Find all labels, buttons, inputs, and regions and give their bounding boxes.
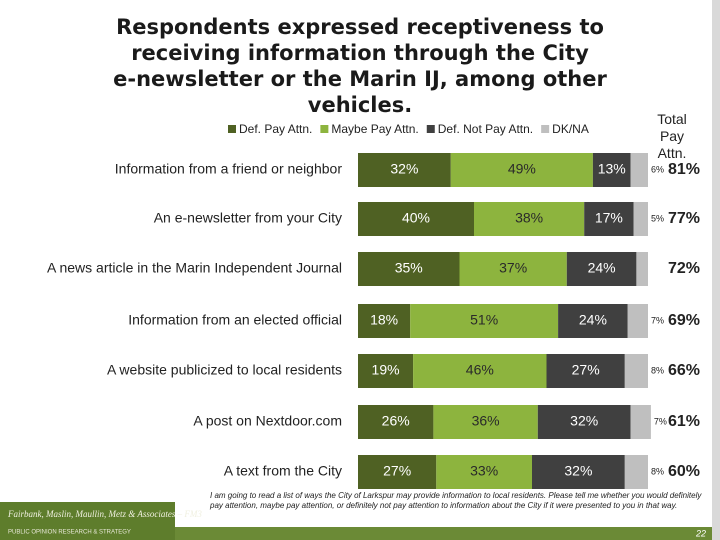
bar-segment	[358, 405, 434, 439]
text-line: I am going to read a list of ways the Ci…	[210, 491, 702, 500]
data-label: 32%	[564, 463, 592, 479]
total-label: 61%	[668, 413, 700, 430]
data-label: 27%	[383, 463, 411, 479]
bar-segment	[633, 202, 648, 236]
bar-segment	[630, 153, 648, 187]
chart-title: Respondents expressed receptiveness to re…	[113, 15, 607, 117]
bar-segment	[546, 354, 625, 388]
text-line: Total	[657, 111, 687, 127]
data-label: 24%	[579, 312, 607, 328]
data-label: 32%	[570, 413, 598, 429]
data-label: 18%	[370, 312, 398, 328]
legend-label: Def. Not Pay Attn.	[438, 122, 533, 136]
data-label: 7%	[654, 416, 667, 426]
data-label: 8%	[651, 466, 664, 476]
data-label: 37%	[499, 260, 527, 276]
bar-segment	[558, 304, 628, 338]
text-line: pay attention, maybe pay attention, or d…	[209, 501, 677, 510]
legend-swatch	[228, 125, 236, 133]
legend-label: DK/NA	[552, 122, 589, 136]
page-number: 22	[695, 528, 706, 538]
bar-segment	[413, 354, 547, 388]
total-label: 77%	[668, 210, 700, 227]
text-line: Attn.	[658, 145, 687, 161]
data-label: 7%	[651, 315, 664, 325]
bar-segment	[532, 455, 625, 489]
bar-segment	[433, 405, 538, 439]
data-label: 6%	[651, 164, 664, 174]
data-label: 24%	[588, 260, 616, 276]
data-label: 36%	[472, 413, 500, 429]
total-label: 72%	[668, 260, 700, 277]
bar-segment	[566, 252, 637, 286]
bar-segment	[537, 405, 631, 439]
bar-segment	[592, 153, 631, 187]
category-label: Information from a friend or neighbor	[115, 161, 343, 177]
bar-segment	[624, 354, 648, 388]
footer-bar	[175, 527, 712, 540]
data-label: 17%	[595, 210, 623, 226]
data-label: 27%	[572, 362, 600, 378]
total-label: 66%	[668, 362, 700, 379]
totals-header: Total Pay Attn.	[657, 111, 687, 161]
bar-segment	[459, 252, 567, 286]
bar-segment	[474, 202, 585, 236]
bar-segment	[358, 153, 451, 187]
data-label: 49%	[508, 161, 536, 177]
logo-tagline: PUBLIC OPINION RESEARCH & STRATEGY	[8, 530, 131, 536]
data-label: 35%	[395, 260, 423, 276]
text-line: vehicles.	[308, 93, 412, 117]
bar-segment	[584, 202, 634, 236]
category-label: A news article in the Marin Independent …	[47, 260, 342, 276]
bar-segment	[358, 455, 437, 489]
data-label: 38%	[515, 210, 543, 226]
total-label: 81%	[668, 161, 700, 178]
legend-label: Maybe Pay Attn.	[331, 122, 418, 136]
data-label: 40%	[402, 210, 430, 226]
total-label: 69%	[668, 312, 700, 329]
logo-box	[0, 502, 175, 540]
footnote: I am going to read a list of ways the Ci…	[209, 491, 702, 510]
bar-segment	[358, 354, 414, 388]
legend-swatch	[320, 125, 329, 133]
bar-segment	[450, 153, 593, 187]
data-label: 46%	[466, 362, 494, 378]
legend-label: Def. Pay Attn.	[239, 122, 312, 136]
text-line: e-newsletter or the Marin IJ, among othe…	[113, 67, 607, 91]
category-label: An e-newsletter from your City	[154, 210, 342, 226]
data-label: 32%	[390, 161, 418, 177]
text-line: Respondents expressed receptiveness to	[116, 15, 604, 39]
bar-segment	[358, 252, 460, 286]
category-label: Information from an elected official	[128, 312, 342, 328]
data-label: 26%	[382, 413, 410, 429]
text-line: receiving information through the City	[131, 41, 589, 65]
side-stripe	[712, 0, 720, 540]
legend-swatch	[541, 125, 550, 133]
bar-segment	[627, 304, 648, 338]
data-label: 5%	[651, 213, 664, 223]
bar-segment	[358, 202, 474, 236]
bar-segment	[436, 455, 532, 489]
category-label: A text from the City	[224, 463, 342, 479]
bar-segment	[410, 304, 559, 338]
bar-segment	[636, 252, 648, 286]
data-label: 33%	[470, 463, 498, 479]
total-label: 60%	[668, 463, 700, 480]
bar-segment	[624, 455, 648, 489]
data-label: 8%	[651, 365, 664, 375]
bar-segment	[630, 405, 651, 439]
data-label: 51%	[470, 312, 498, 328]
category-label: A post on Nextdoor.com	[193, 413, 342, 429]
data-label: 19%	[372, 362, 400, 378]
data-label: 13%	[598, 161, 626, 177]
logo-name: Fairbank, Maslin, Maullin, Metz & Associ…	[7, 509, 202, 519]
text-line: Pay	[660, 128, 684, 144]
legend-swatch	[426, 125, 435, 133]
bar-segment	[358, 304, 411, 338]
category-label: A website publicized to local residents	[107, 362, 342, 378]
